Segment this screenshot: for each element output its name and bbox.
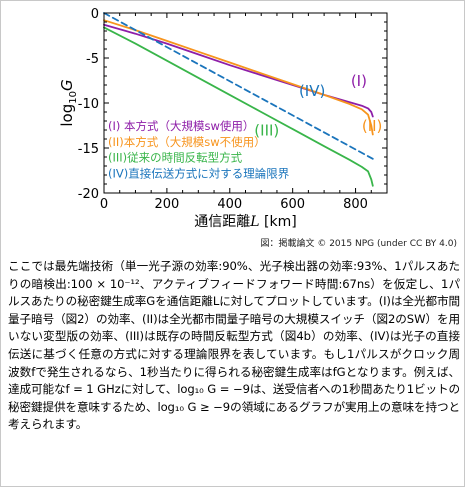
key-rate-chart: (I) (II) (III) (IV) 0 200 400 600 800 0 -5 -10 -15 -… [58,7,388,230]
figure-caption: 図：掲載論文 © 2015 NPG (under CC BY 4.0) [260,239,457,249]
series-line-3 [103,26,374,187]
series-label-1: (I) [351,72,367,90]
series-line-2 [103,19,374,136]
legend-entry-1: (I) 本方式（大規模sw使用） [108,119,254,133]
y-tick-label: -15 [78,142,99,157]
y-tick-label: -5 [86,52,99,67]
x-tick-label: 600 [280,197,305,212]
series-label-3: (III) [254,121,279,139]
legend-entry-4: (IV)直接伝送方式に対する理論限界 [108,166,290,180]
x-axis-label: 通信距離L [km] [194,213,296,230]
description-text: ここでは最先端技術（単一光子源の効率:90%、光子検出器の効率:93%、1パルス… [8,259,460,432]
legend-entry-3: (III)従来の時間反転型方式 [108,151,243,165]
x-tick-label: 0 [100,197,108,212]
x-tick-label: 400 [217,197,242,212]
y-tick-label: -10 [78,97,99,112]
y-tick-label: 0 [91,7,99,22]
series-label-4: (IV) [299,82,325,100]
x-tick-label: 200 [154,197,179,212]
series-line-4 [103,12,374,160]
y-axis-label: log10G [58,79,79,126]
x-tick-label: 800 [343,197,368,212]
legend-entry-2: (II)本方式（大規模sw不使用） [108,135,266,149]
y-tick-label: -20 [78,187,99,202]
series-label-2: (II) [362,117,383,135]
